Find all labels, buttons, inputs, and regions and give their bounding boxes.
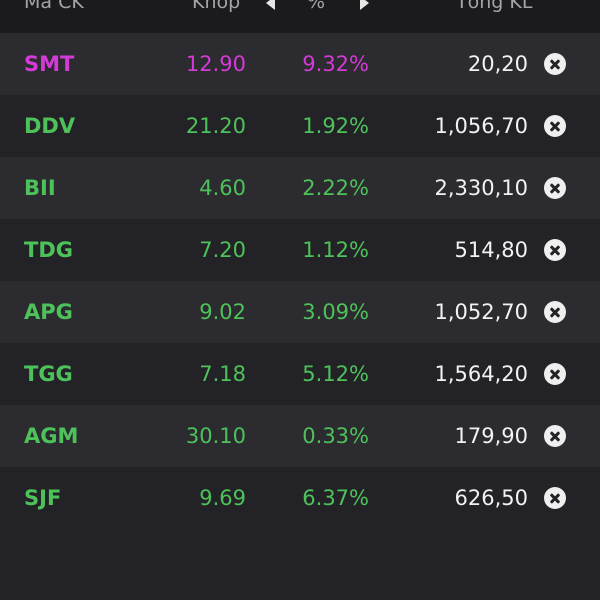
stock-code[interactable]: APG [24, 300, 73, 324]
table-row[interactable]: APG 9.02 3.09% 1,052,70 [0, 281, 600, 343]
column-header-price[interactable]: Khớp [192, 0, 241, 13]
remove-icon[interactable] [544, 425, 566, 447]
change-percent: 3.09% [302, 300, 369, 324]
match-price: 7.20 [199, 238, 246, 262]
column-header-percent[interactable]: % [307, 0, 326, 13]
stock-code[interactable]: TGG [24, 362, 73, 386]
watchlist-table: SMT 12.90 9.32% 20,20 DDV 21.20 1.92% 1,… [0, 33, 600, 529]
table-row[interactable]: TDG 7.20 1.12% 514,80 [0, 219, 600, 281]
change-percent: 2.22% [302, 176, 369, 200]
change-percent: 5.12% [302, 362, 369, 386]
total-volume: 1,052,70 [434, 300, 528, 324]
change-percent: 0.33% [302, 424, 369, 448]
stock-code[interactable]: SJF [24, 486, 62, 510]
next-column-arrow-icon[interactable] [360, 0, 369, 10]
prev-column-arrow-icon[interactable] [266, 0, 275, 10]
change-percent: 1.12% [302, 238, 369, 262]
remove-icon[interactable] [544, 115, 566, 137]
total-volume: 179,90 [454, 424, 528, 448]
stock-code[interactable]: SMT [24, 52, 75, 76]
stock-code[interactable]: DDV [24, 114, 76, 138]
table-row[interactable]: BII 4.60 2.22% 2,330,10 [0, 157, 600, 219]
match-price: 30.10 [185, 424, 246, 448]
stock-code[interactable]: TDG [24, 238, 73, 262]
remove-icon[interactable] [544, 363, 566, 385]
remove-icon[interactable] [544, 177, 566, 199]
table-header: Mã CK Khớp % Tổng KL [0, 0, 600, 33]
remove-icon[interactable] [544, 301, 566, 323]
remove-icon[interactable] [544, 239, 566, 261]
match-price: 4.60 [199, 176, 246, 200]
change-percent: 6.37% [302, 486, 369, 510]
table-row[interactable]: SJF 9.69 6.37% 626,50 [0, 467, 600, 529]
table-row[interactable]: DDV 21.20 1.92% 1,056,70 [0, 95, 600, 157]
match-price: 21.20 [185, 114, 246, 138]
match-price: 9.69 [199, 486, 246, 510]
table-row[interactable]: TGG 7.18 5.12% 1,564,20 [0, 343, 600, 405]
column-header-code[interactable]: Mã CK [24, 0, 84, 13]
total-volume: 1,056,70 [434, 114, 528, 138]
stock-code[interactable]: BII [24, 176, 56, 200]
match-price: 12.90 [185, 52, 246, 76]
change-percent: 9.32% [302, 52, 369, 76]
table-row[interactable]: SMT 12.90 9.32% 20,20 [0, 33, 600, 95]
total-volume: 514,80 [454, 238, 528, 262]
stock-code[interactable]: AGM [24, 424, 79, 448]
remove-icon[interactable] [544, 53, 566, 75]
table-row[interactable]: AGM 30.10 0.33% 179,90 [0, 405, 600, 467]
total-volume: 20,20 [467, 52, 528, 76]
match-price: 9.02 [199, 300, 246, 324]
total-volume: 1,564,20 [434, 362, 528, 386]
total-volume: 626,50 [454, 486, 528, 510]
change-percent: 1.92% [302, 114, 369, 138]
match-price: 7.18 [199, 362, 246, 386]
column-header-volume[interactable]: Tổng KL [456, 0, 533, 13]
total-volume: 2,330,10 [434, 176, 528, 200]
remove-icon[interactable] [544, 487, 566, 509]
